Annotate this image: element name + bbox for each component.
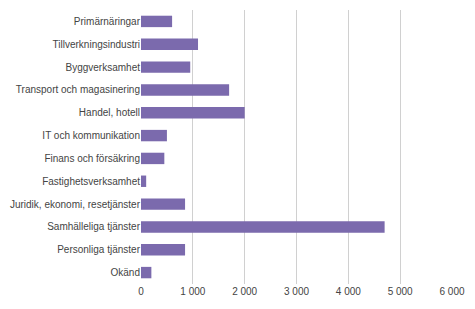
svg-text:4 000: 4 000 bbox=[336, 286, 361, 297]
svg-text:5 000: 5 000 bbox=[388, 286, 413, 297]
svg-text:Byggverksamhet: Byggverksamhet bbox=[66, 62, 141, 73]
svg-text:Juridik, ekonomi, resetjänster: Juridik, ekonomi, resetjänster bbox=[10, 199, 141, 210]
svg-text:Okänd: Okänd bbox=[111, 267, 140, 278]
svg-text:Transport och magasinering: Transport och magasinering bbox=[16, 84, 140, 95]
svg-text:Tillverkningsindustri: Tillverkningsindustri bbox=[53, 39, 140, 50]
svg-text:6 000: 6 000 bbox=[439, 286, 464, 297]
svg-text:2 000: 2 000 bbox=[232, 286, 257, 297]
svg-text:Personliga tjänster: Personliga tjänster bbox=[57, 244, 140, 255]
svg-text:3 000: 3 000 bbox=[284, 286, 309, 297]
svg-text:Finans och försäkring: Finans och försäkring bbox=[44, 153, 140, 164]
svg-text:1 000: 1 000 bbox=[180, 286, 205, 297]
svg-text:Fastighetsverksamhet: Fastighetsverksamhet bbox=[42, 176, 140, 187]
svg-text:IT och kommunikation: IT och kommunikation bbox=[42, 130, 140, 141]
svg-text:Samhälleliga tjänster: Samhälleliga tjänster bbox=[47, 221, 140, 232]
svg-text:Handel, hotell: Handel, hotell bbox=[79, 107, 140, 118]
svg-text:Primärnäringar: Primärnäringar bbox=[74, 16, 141, 27]
svg-text:0: 0 bbox=[138, 286, 144, 297]
